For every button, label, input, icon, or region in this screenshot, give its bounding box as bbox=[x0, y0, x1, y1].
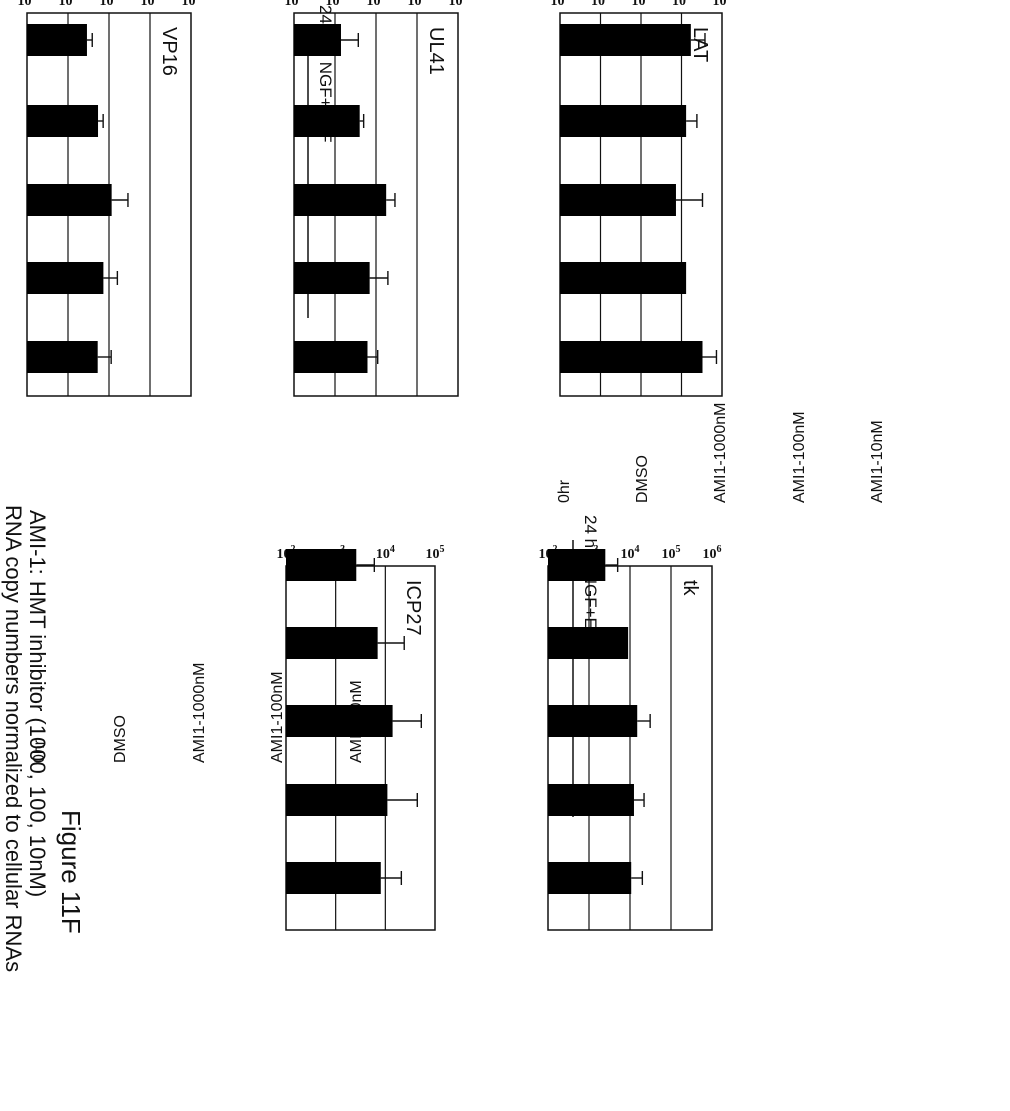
figure-subtitle: AMI-1: HMT inhibitor (1000, 100, 10nM) bbox=[25, 510, 50, 897]
gene-label: LAT bbox=[689, 27, 711, 62]
bar bbox=[285, 705, 393, 737]
bar bbox=[294, 184, 387, 216]
treatment-label: DMSO bbox=[634, 455, 651, 503]
tick-label: 105 bbox=[408, 0, 427, 9]
bar bbox=[560, 105, 687, 137]
chart-panel-ul41: 106 105 104 103 102 UL41 bbox=[285, 0, 468, 397]
treatment-label: AMI1-100nM bbox=[269, 671, 286, 763]
bar bbox=[26, 24, 87, 56]
chart-panel-tk: 106105104103102tk bbox=[539, 544, 722, 931]
rotated-figure: Figure 11F AMI-1: HMT inhibitor (1000, 1… bbox=[1, 0, 886, 972]
bar bbox=[294, 262, 370, 294]
bar bbox=[548, 862, 632, 894]
tick-label: 104 bbox=[367, 0, 386, 9]
tick-label: 107 bbox=[713, 0, 732, 9]
y-axis-label: RNA copy numbers normalized to cellular … bbox=[1, 505, 26, 972]
chart-panel-vp16: 106 105 104 103 102 VP16 bbox=[18, 0, 201, 397]
bar bbox=[547, 627, 629, 659]
treatment-label: 0hr bbox=[31, 739, 48, 763]
bar bbox=[559, 184, 676, 216]
chart-panels: 105 104 103 102 ICP27 106 105 104 103 102 tk 106 105… bbox=[18, 0, 732, 931]
tick-label: 105 bbox=[662, 544, 681, 562]
bar bbox=[286, 862, 381, 894]
bar bbox=[548, 549, 606, 581]
chart-panel-lat: 107 106 105 104 103 LAT bbox=[551, 0, 732, 397]
bar bbox=[285, 784, 388, 816]
treatment-label: DMSO bbox=[112, 715, 129, 763]
bar bbox=[26, 184, 112, 216]
figure-title: Figure 11F bbox=[56, 810, 86, 934]
bar bbox=[293, 105, 360, 137]
gene-label: VP16 bbox=[158, 27, 180, 76]
bar bbox=[293, 341, 368, 373]
treatment-labels-left: 0hr DMSO AMI1-1000nM AMI1-100nM AMI1-10nM bbox=[556, 403, 886, 504]
tick-label: 102 bbox=[285, 0, 304, 9]
bar bbox=[286, 549, 357, 581]
tick-label: 104 bbox=[591, 0, 610, 9]
bar bbox=[547, 705, 638, 737]
gene-label: tk bbox=[679, 580, 701, 597]
bar bbox=[286, 627, 378, 659]
bar bbox=[27, 262, 104, 294]
bar bbox=[560, 262, 687, 294]
treatment-label: AMI1-100nM bbox=[791, 411, 808, 503]
tick-label: 102 bbox=[18, 0, 37, 9]
bar bbox=[294, 24, 341, 56]
bar bbox=[560, 341, 703, 373]
bar bbox=[560, 24, 691, 56]
tick-label: 104 bbox=[621, 544, 640, 562]
gene-label: UL41 bbox=[425, 27, 447, 75]
treatment-label: AMI1-10nM bbox=[869, 420, 886, 503]
plot-frame bbox=[285, 565, 436, 931]
bar bbox=[547, 784, 634, 816]
tick-label: 106 bbox=[449, 0, 468, 9]
tick-label: 105 bbox=[426, 544, 445, 562]
tick-label: 104 bbox=[100, 0, 119, 9]
tick-label: 106 bbox=[703, 544, 722, 562]
tick-label: 104 bbox=[376, 544, 395, 562]
tick-label: 105 bbox=[632, 0, 651, 9]
bar bbox=[26, 105, 99, 137]
treatment-label: AMI1-1000nM bbox=[712, 403, 729, 504]
tick-label: 106 bbox=[182, 0, 201, 9]
tick-label: 103 bbox=[326, 0, 345, 9]
tick-label: 103 bbox=[551, 0, 570, 9]
chart-panel-icp27: 105104103102ICP27 bbox=[277, 544, 445, 931]
tick-label: 105 bbox=[141, 0, 160, 9]
treatment-label: AMI1-1000nM bbox=[191, 663, 208, 764]
tick-label: 103 bbox=[59, 0, 78, 9]
bar bbox=[27, 341, 98, 373]
treatment-label: 0hr bbox=[556, 479, 573, 503]
tick-label: 106 bbox=[672, 0, 691, 9]
gene-label: ICP27 bbox=[402, 580, 424, 636]
